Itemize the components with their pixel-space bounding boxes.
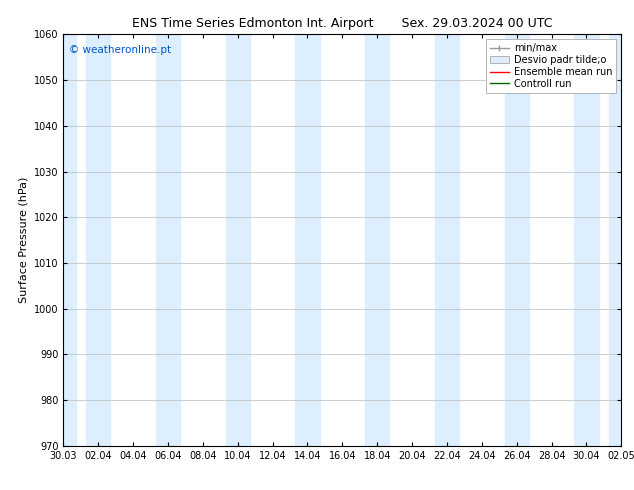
- Bar: [435, 34, 459, 446]
- Legend: min/max, Desvio padr tilde;o, Ensemble mean run, Controll run: min/max, Desvio padr tilde;o, Ensemble m…: [486, 39, 616, 93]
- Bar: [226, 34, 250, 446]
- Bar: [365, 34, 389, 446]
- Y-axis label: Surface Pressure (hPa): Surface Pressure (hPa): [18, 177, 29, 303]
- Bar: [574, 34, 598, 446]
- Text: © weatheronline.pt: © weatheronline.pt: [69, 45, 171, 54]
- Bar: [609, 34, 633, 446]
- Title: ENS Time Series Edmonton Int. Airport       Sex. 29.03.2024 00 UTC: ENS Time Series Edmonton Int. Airport Se…: [132, 17, 553, 30]
- Bar: [156, 34, 180, 446]
- Bar: [51, 34, 75, 446]
- Bar: [86, 34, 110, 446]
- Bar: [505, 34, 529, 446]
- Bar: [295, 34, 320, 446]
